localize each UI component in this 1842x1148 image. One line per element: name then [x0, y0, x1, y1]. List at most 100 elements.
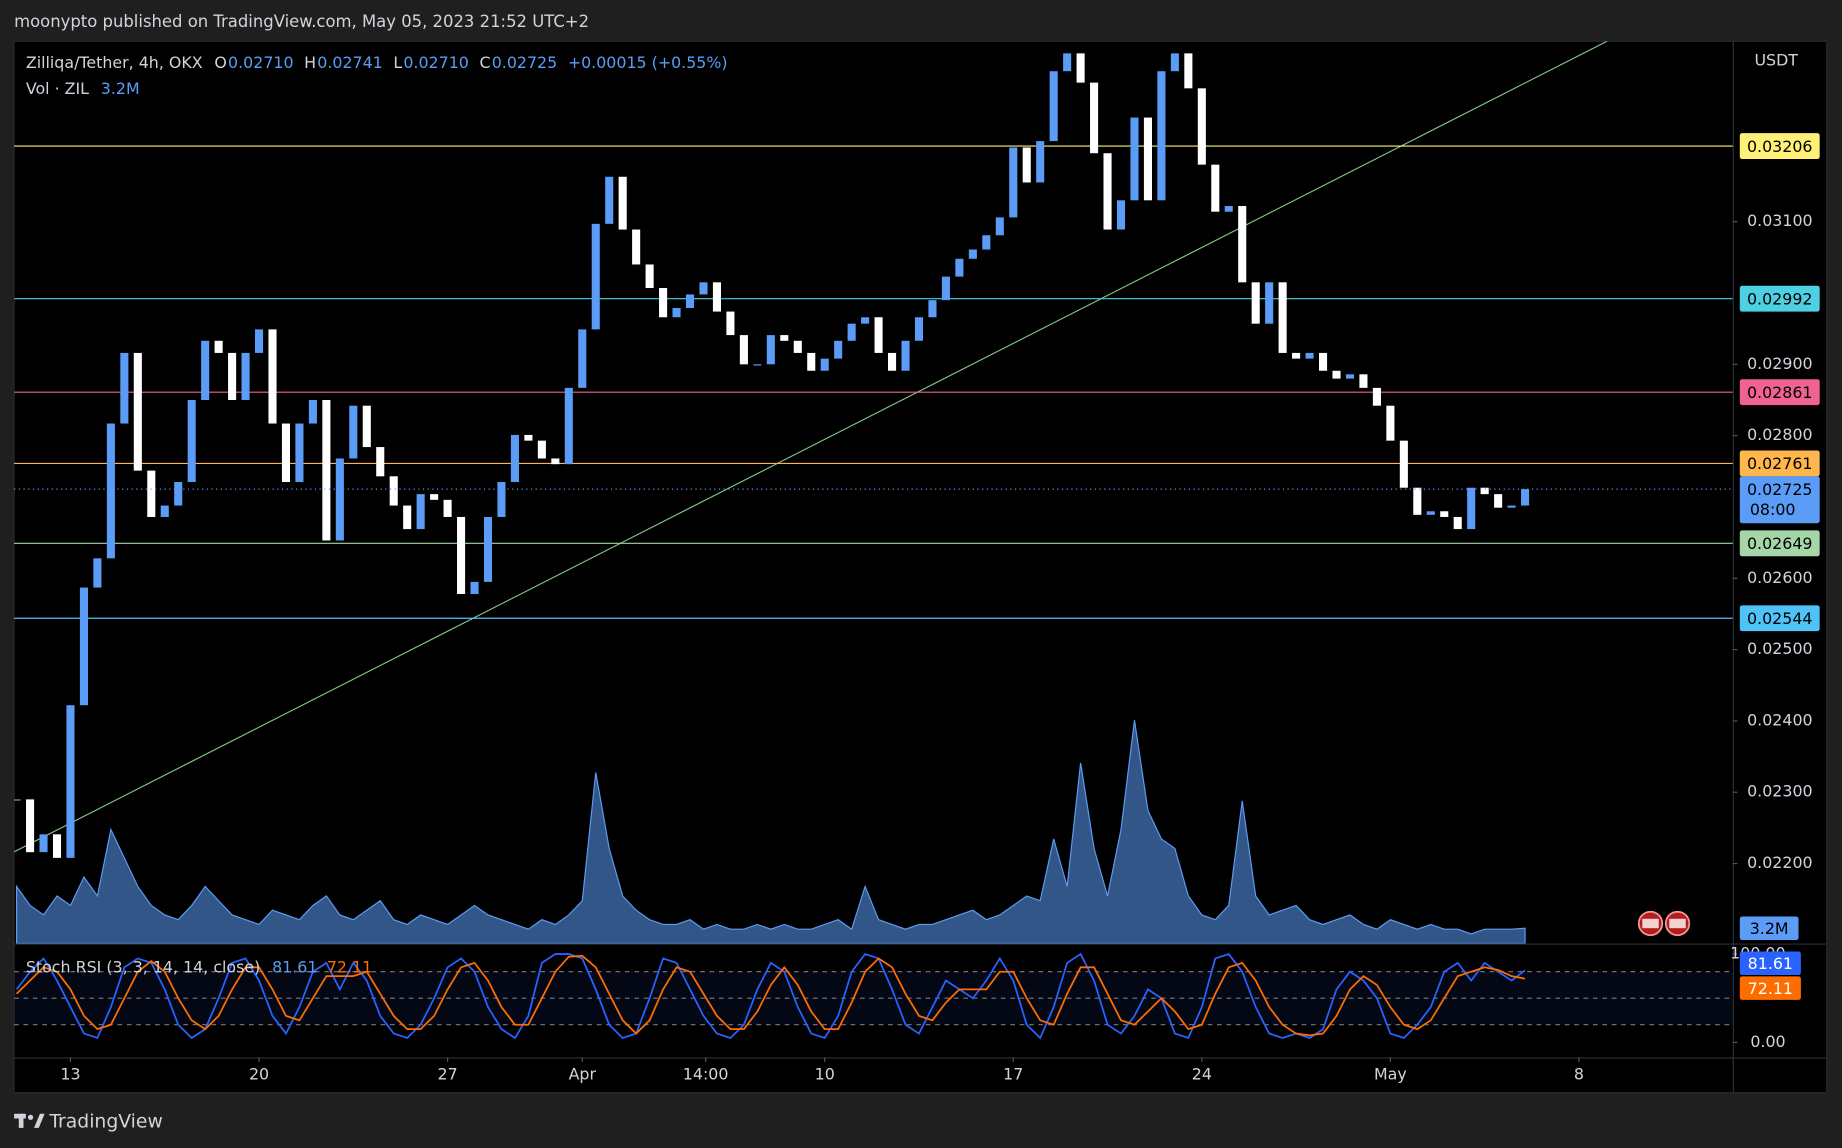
candle	[39, 834, 48, 853]
candle	[537, 440, 546, 459]
candle	[685, 294, 695, 308]
stoch-legend-value: 72.11	[327, 958, 372, 977]
candle	[712, 282, 722, 312]
candle	[147, 470, 156, 517]
y-tick-label: 0.02200	[1747, 853, 1813, 872]
candle	[766, 335, 775, 365]
candle	[1130, 117, 1139, 201]
candle	[941, 276, 950, 301]
candle	[443, 499, 452, 517]
y-tick-label: 0.02600	[1747, 568, 1813, 587]
candle	[1359, 374, 1368, 388]
candle	[52, 834, 62, 858]
candle	[780, 335, 789, 341]
candle	[470, 581, 479, 594]
candle	[605, 176, 614, 224]
candle	[1063, 53, 1072, 72]
y-tick-label: 0.02400	[1747, 710, 1813, 729]
candle	[120, 352, 129, 424]
candle	[1467, 487, 1476, 530]
candle	[308, 399, 317, 424]
candle	[699, 282, 708, 295]
candle	[1453, 516, 1462, 530]
candle	[322, 399, 331, 541]
candle	[1426, 511, 1435, 515]
candle	[66, 705, 75, 858]
candle	[201, 340, 210, 400]
stoch-badge-label: 72.11	[1748, 979, 1793, 998]
candle	[1305, 352, 1314, 359]
last-price-badge	[1739, 476, 1820, 524]
candle	[914, 317, 924, 341]
candle	[1345, 374, 1355, 379]
candle	[106, 423, 115, 559]
candle	[1170, 53, 1179, 72]
candle	[1507, 505, 1516, 508]
ohlc-value: 0.02710	[228, 53, 294, 72]
level-badge	[1739, 450, 1820, 477]
candle	[174, 482, 183, 506]
candle	[362, 405, 371, 448]
candle	[1494, 494, 1503, 508]
price-change: +0.00015 (+0.55%)	[568, 53, 728, 72]
candle	[1521, 489, 1530, 506]
candle	[349, 405, 358, 459]
candle	[1022, 147, 1031, 183]
x-tick-label: Apr	[569, 1065, 597, 1084]
candle	[888, 352, 897, 371]
level-label: 0.03206	[1747, 137, 1813, 156]
candle	[659, 288, 668, 318]
symbol-title: Zilliqa/Tether, 4h, OKX	[26, 53, 203, 72]
candle	[510, 434, 519, 483]
level-label: 0.02544	[1747, 609, 1813, 628]
volume-legend-name: Vol · ZIL	[26, 79, 89, 98]
candle	[1265, 282, 1274, 324]
candle	[739, 335, 748, 365]
level-label: 0.02761	[1747, 454, 1813, 473]
candle	[591, 223, 600, 330]
y-tick-label: 0.02800	[1747, 425, 1813, 444]
candle	[578, 329, 587, 388]
candle	[403, 505, 412, 530]
y-tick-label: 0.02300	[1747, 782, 1813, 801]
candle	[1116, 200, 1126, 230]
candle	[79, 587, 88, 706]
candle	[1184, 53, 1193, 89]
x-tick-label: 17	[1003, 1065, 1023, 1084]
ohlc-value: 0.02741	[317, 53, 383, 72]
last-price-label: 0.02725	[1747, 480, 1813, 499]
candle	[254, 329, 264, 353]
candle	[1480, 487, 1489, 495]
currency-label: USDT	[1754, 51, 1798, 70]
candle	[1278, 282, 1287, 353]
candle	[483, 516, 493, 582]
candle	[793, 340, 802, 353]
level-badge	[1739, 530, 1820, 557]
candle	[1251, 282, 1260, 324]
candle	[389, 476, 398, 506]
ohlc-value: 0.02725	[492, 53, 558, 72]
flags	[1637, 910, 1691, 937]
candle	[928, 300, 937, 318]
ohlc-key: C	[479, 53, 490, 72]
ohlc-key: H	[304, 53, 316, 72]
ohlc-key: L	[393, 53, 402, 72]
candle	[133, 352, 142, 471]
candle	[807, 352, 816, 371]
candle	[1238, 206, 1247, 283]
stoch-badge-label: 81.61	[1748, 954, 1793, 973]
candle	[1386, 405, 1395, 441]
candle	[672, 307, 681, 318]
y-tick-label: 0.02900	[1747, 354, 1813, 373]
candle	[1103, 153, 1112, 230]
candle	[1157, 71, 1166, 201]
ohlc-value: 0.02710	[403, 53, 469, 72]
stoch-y-tick-label: 0.00	[1750, 1032, 1785, 1051]
candle	[430, 494, 439, 500]
candle	[847, 323, 856, 341]
level-label: 0.02649	[1747, 534, 1813, 553]
x-tick-label: 10	[815, 1065, 835, 1084]
candle	[524, 434, 533, 441]
